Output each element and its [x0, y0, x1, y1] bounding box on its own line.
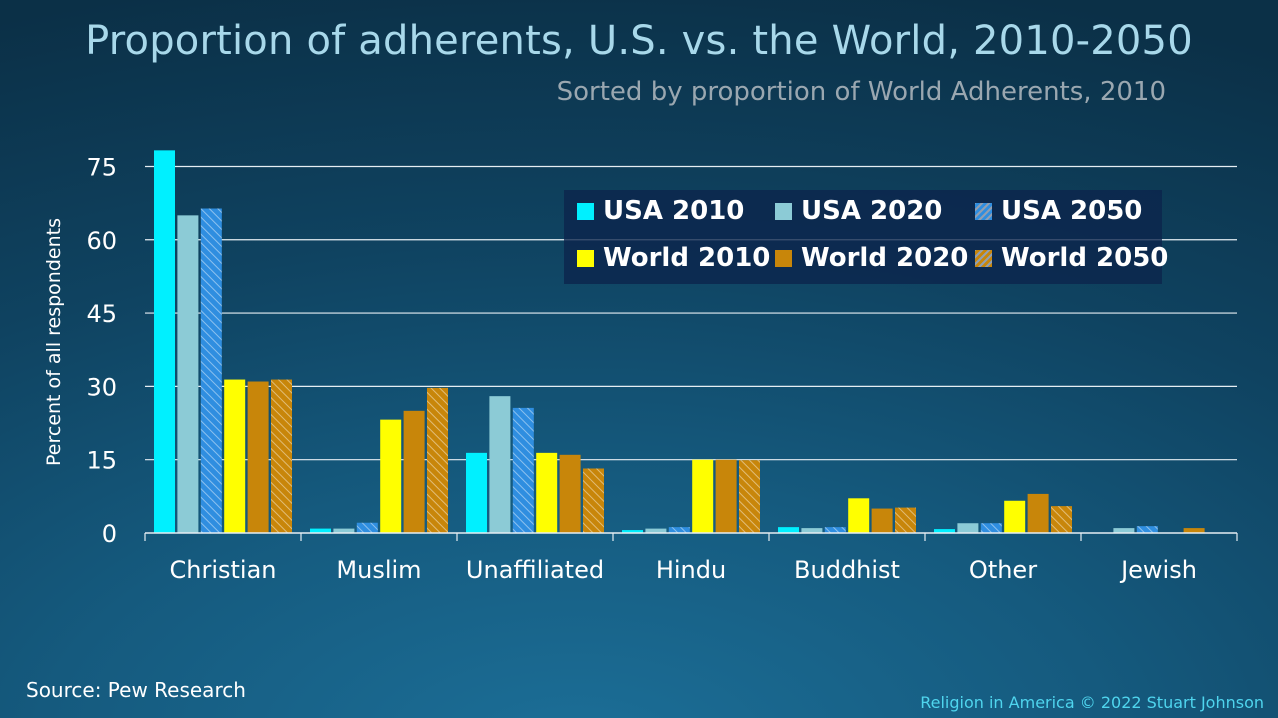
legend-item: USA 2020	[775, 196, 942, 226]
legend-swatch	[975, 202, 992, 220]
x-tick-label: Muslim	[336, 556, 421, 584]
bar-world-2050-christian	[271, 379, 292, 533]
bars	[154, 150, 1205, 533]
credit-note: Religion in America © 2022 Stuart Johnso…	[920, 693, 1264, 712]
legend: USA 2010 USA 2020 USA 2050 World 2010 World …	[564, 190, 1168, 284]
x-tick-label: Jewish	[1119, 556, 1197, 584]
bar-world-2020-jewish	[1183, 528, 1205, 533]
bar-usa-2020-christian	[177, 215, 199, 533]
legend-item: World 2010	[577, 243, 770, 273]
legend-swatch	[775, 202, 792, 220]
bar-usa-2020-unaffiliated	[489, 396, 511, 533]
legend-label: USA 2020	[801, 196, 943, 226]
y-tick-labels: 0 15 30 45 60 75	[86, 153, 117, 548]
chart-subtitle: Sorted by proportion of World Adherents,…	[556, 77, 1166, 107]
bar-world-2020-hindu	[715, 459, 737, 533]
bar-world-2010-muslim	[380, 419, 402, 533]
y-tick-label: 15	[86, 447, 117, 475]
bar-usa-2050-other	[980, 523, 1002, 533]
bar-world-2020-other	[1027, 493, 1049, 533]
bar-usa-2010-muslim	[310, 528, 331, 533]
legend-label: USA 2010	[603, 196, 745, 226]
bar-usa-2050-unaffiliated	[512, 407, 534, 533]
y-tick-label: 30	[86, 373, 117, 401]
bar-world-2010-christian	[224, 379, 246, 533]
bar-usa-2010-buddhist	[778, 527, 799, 533]
legend-swatch	[577, 202, 594, 220]
bar-world-2020-buddhist	[871, 508, 893, 533]
bar-world-2010-buddhist	[848, 498, 870, 533]
y-tick-label: 75	[86, 153, 117, 181]
bar-usa-2050-christian	[200, 208, 222, 533]
legend-label: World 2010	[603, 243, 771, 273]
legend-label: World 2050	[1001, 243, 1169, 273]
bar-usa-2010-other	[934, 529, 955, 533]
bar-world-2050-muslim	[427, 387, 448, 533]
y-axis-label: Percent of all respondents	[43, 218, 65, 466]
x-axis	[144, 532, 1238, 541]
bar-world-2050-unaffiliated	[583, 468, 604, 533]
y-tick-label: 0	[102, 520, 117, 548]
legend-label: World 2020	[801, 243, 969, 273]
bar-usa-2050-buddhist	[824, 527, 846, 533]
bar-usa-2010-hindu	[622, 530, 643, 533]
y-tick-label: 45	[86, 300, 117, 328]
legend-swatch	[775, 249, 792, 267]
bar-world-2020-unaffiliated	[559, 454, 581, 533]
bar-world-2020-christian	[247, 381, 269, 533]
bar-usa-2010-unaffiliated	[466, 452, 487, 533]
y-tick-label: 60	[86, 227, 117, 255]
bar-usa-2020-buddhist	[801, 528, 823, 533]
bar-world-2010-other	[1004, 500, 1026, 533]
bar-world-2020-muslim	[403, 410, 425, 533]
x-tick-label: Other	[969, 556, 1037, 584]
bar-usa-2050-muslim	[356, 522, 378, 533]
bar-usa-2050-jewish	[1136, 526, 1158, 533]
bar-world-2010-unaffiliated	[536, 452, 558, 533]
bar-usa-2010-christian	[154, 150, 175, 533]
source-note: Source: Pew Research	[26, 678, 246, 702]
x-tick-label: Unaffiliated	[466, 556, 604, 584]
legend-item: USA 2010	[577, 196, 744, 226]
legend-item: World 2050	[975, 243, 1168, 273]
chart-title: Proportion of adherents, U.S. vs. the Wo…	[85, 18, 1193, 64]
bar-world-2010-hindu	[692, 459, 714, 533]
bar-usa-2020-jewish	[1113, 528, 1135, 533]
x-tick-labels: Christian Muslim Unaffiliated Hindu Buddhist…	[169, 556, 1196, 584]
bar-usa-2020-other	[957, 523, 979, 533]
bar-usa-2020-muslim	[333, 528, 355, 533]
legend-item: World 2020	[775, 243, 968, 273]
x-tick-label: Hindu	[656, 556, 726, 584]
legend-item: USA 2050	[975, 196, 1142, 226]
legend-swatch	[975, 249, 992, 267]
legend-label: USA 2050	[1001, 196, 1143, 226]
x-tick-label: Christian	[169, 556, 276, 584]
x-tick-label: Buddhist	[794, 556, 900, 584]
legend-swatch	[577, 249, 594, 267]
bar-usa-2020-hindu	[645, 528, 667, 533]
bar-world-2050-hindu	[739, 460, 760, 533]
bar-usa-2050-hindu	[668, 527, 690, 533]
bar-world-2050-buddhist	[895, 507, 916, 533]
bar-world-2050-other	[1051, 506, 1072, 533]
